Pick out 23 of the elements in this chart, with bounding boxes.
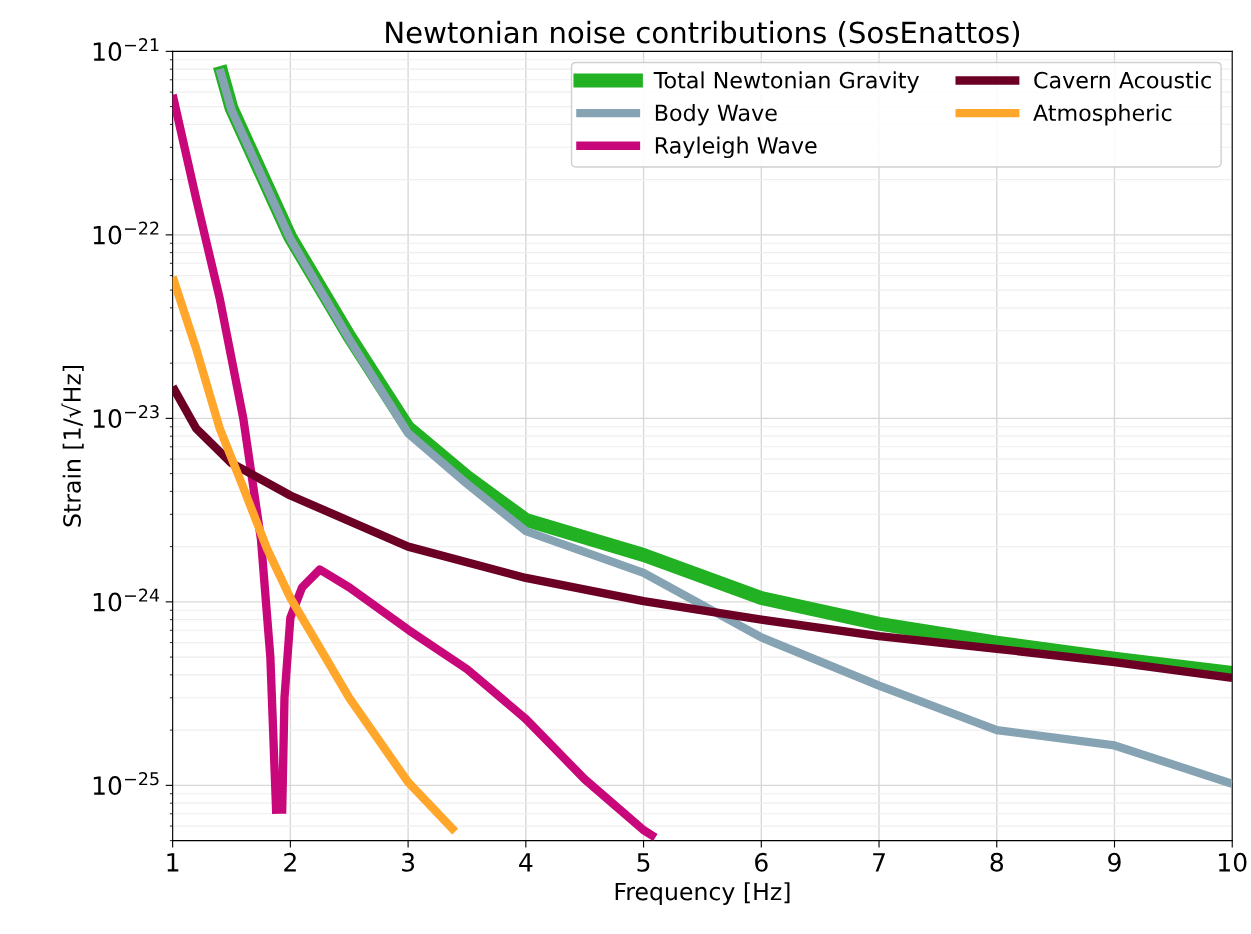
y-tick-label: 10$^{−25}$ bbox=[93, 772, 159, 796]
x-tick-label: 1 bbox=[167, 853, 179, 872]
y-tick-label: 10$^{−22}$ bbox=[93, 221, 159, 245]
x-tick-label: 10 bbox=[1219, 852, 1247, 872]
x-tick-label: 2 bbox=[284, 852, 296, 872]
legend-label: Cavern Acoustic bbox=[1034, 71, 1211, 89]
y-axis-title: Strain [1/√Hz] bbox=[61, 365, 84, 527]
x-tick-label: 5 bbox=[637, 853, 650, 872]
x-tick-label: 7 bbox=[873, 853, 885, 872]
legend-label: Total Newtonian Gravity bbox=[653, 71, 919, 93]
chart-title: Newtonian noise contributions (SosEnattos) bbox=[386, 20, 1020, 47]
x-tick-label: 4 bbox=[519, 853, 533, 872]
x-tick-label: 6 bbox=[755, 852, 768, 872]
x-tick-label: 8 bbox=[990, 852, 1004, 872]
x-tick-label: 3 bbox=[402, 852, 415, 872]
legend-label: Body Wave bbox=[655, 103, 777, 126]
x-tick-label: 9 bbox=[1108, 852, 1121, 872]
legend-label: Atmospheric bbox=[1033, 103, 1172, 126]
y-tick-label: 10$^{−24}$ bbox=[93, 588, 160, 612]
legend-label: Rayleigh Wave bbox=[655, 136, 817, 159]
x-axis-title: Frequency [Hz] bbox=[615, 882, 790, 906]
y-tick-label: 10$^{−23}$ bbox=[93, 405, 159, 429]
y-tick-label: 10$^{−21}$ bbox=[93, 38, 159, 62]
